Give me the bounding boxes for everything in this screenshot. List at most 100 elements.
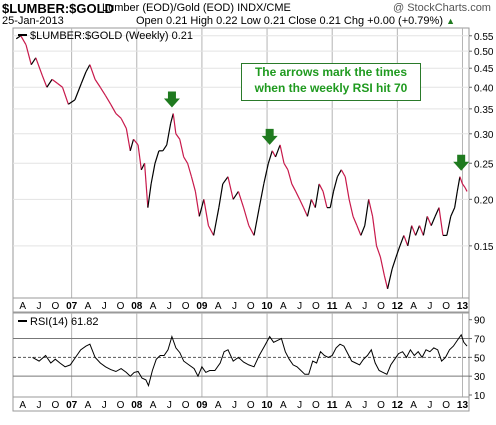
price-segment — [450, 207, 456, 217]
price-segment — [310, 199, 316, 208]
price-segment — [56, 82, 63, 88]
price-segment — [232, 191, 239, 200]
down-arrow-icon — [163, 91, 180, 108]
x-tick-label: A — [19, 301, 26, 312]
price-segment — [227, 176, 234, 200]
x-tick-label: 08 — [131, 400, 143, 411]
price-segment — [314, 183, 320, 208]
x-tick-label: A — [150, 301, 157, 312]
rsi-tick-label: 70 — [474, 335, 486, 346]
price-segment — [74, 83, 82, 101]
price-segment — [386, 268, 393, 289]
annotation-line-1: The arrows mark the times — [254, 65, 408, 79]
price-legend: $LUMBER:$GOLD (Weekly) 0.21 — [18, 30, 193, 42]
price-axis: 0.15 0.20 0.25 0.30 0.35 0.40 0.45 0.50 0.55 — [469, 32, 494, 253]
rsi-legend-text: RSI(14) 61.82 — [30, 316, 98, 328]
price-segment — [274, 144, 281, 158]
x-tick-label: J — [362, 301, 367, 312]
price-segment — [94, 79, 101, 88]
date-axis-top: A J O 07 A J O 08 A J O 09 A J O 10 A J O 11 A J O 12 A J O 13 — [19, 301, 468, 312]
x-tick-label: 10 — [261, 301, 273, 312]
price-segment — [464, 187, 468, 192]
rsi-tick-label: 10 — [474, 391, 486, 402]
price-segment — [218, 183, 224, 208]
price-segment — [356, 225, 362, 236]
down-arrow-icon — [261, 128, 278, 145]
rsi-tick-label: 30 — [474, 372, 486, 383]
rsi-70-arrows — [163, 91, 470, 171]
price-segment — [150, 163, 156, 185]
x-tick-label: J — [427, 400, 432, 411]
x-tick-label: A — [410, 400, 417, 411]
price-tick-label: 0.15 — [474, 242, 494, 253]
down-arrow-icon — [453, 154, 470, 171]
price-segment — [287, 169, 293, 185]
x-tick-label: 13 — [457, 301, 469, 312]
rsi-axis: 10 30 50 70 90 — [469, 316, 486, 402]
price-segment — [25, 44, 32, 65]
price-segment — [456, 176, 461, 192]
x-tick-label: O — [182, 400, 190, 411]
price-segment — [368, 199, 374, 217]
up-arrow-icon: ▲ — [446, 16, 455, 26]
price-legend-text: $LUMBER:$GOLD (Weekly) 0.21 — [30, 30, 193, 42]
price-segment — [279, 144, 285, 164]
price-segment — [391, 256, 397, 270]
price-segment — [426, 216, 432, 226]
price-tick-label: 0.20 — [474, 195, 494, 206]
price-segment — [302, 207, 308, 217]
price-segment — [403, 235, 409, 247]
price-tick-label: 0.55 — [474, 32, 494, 43]
price-segment — [459, 176, 464, 185]
rsi-grid — [13, 313, 469, 397]
price-segment — [291, 183, 297, 192]
price-segment — [434, 207, 440, 217]
annotation-line-2: when the weekly RSI hit 70 — [254, 81, 408, 95]
price-segment — [120, 118, 127, 129]
price-segment — [222, 176, 229, 185]
x-tick-label: O — [312, 400, 320, 411]
x-tick-label: J — [297, 301, 302, 312]
price-tick-label: 0.30 — [474, 130, 494, 141]
x-tick-label: A — [19, 400, 26, 411]
x-tick-label: A — [85, 400, 92, 411]
x-tick-label: J — [102, 301, 107, 312]
price-segment — [395, 245, 401, 258]
rsi-annotation-box: The arrows mark the times when the weekl… — [241, 63, 421, 101]
price-segment — [143, 163, 149, 208]
price-segment — [203, 199, 210, 226]
price-segment — [348, 199, 354, 217]
price-segment — [430, 216, 436, 226]
price-segment — [258, 183, 265, 208]
price-segment — [133, 138, 139, 146]
price-segment — [110, 104, 117, 114]
price-tick-label: 0.50 — [474, 47, 494, 58]
price-segment — [454, 191, 458, 208]
price-segment — [364, 199, 370, 226]
price-segment — [299, 199, 305, 208]
x-tick-label: J — [167, 400, 172, 411]
price-segment — [352, 216, 358, 226]
price-segment — [15, 35, 22, 40]
rsi-series — [32, 333, 468, 388]
price-segment — [129, 139, 135, 151]
rsi-tick-label: 50 — [474, 353, 486, 364]
chart-date: 25-Jan-2013 — [2, 15, 64, 27]
chart-symbol: $LUMBER:$GOLD — [2, 1, 114, 16]
x-tick-label: 13 — [457, 400, 469, 411]
price-segment — [190, 176, 196, 192]
price-segment — [46, 79, 53, 88]
price-segment — [175, 133, 181, 140]
price-segment — [407, 225, 413, 246]
x-tick-label: J — [427, 301, 432, 312]
x-tick-label: J — [297, 400, 302, 411]
price-segment — [340, 169, 346, 178]
price-segment — [115, 113, 122, 119]
x-tick-label: A — [345, 301, 352, 312]
chart-description: Lumber (EOD)/Gold (EOD) INDX/CME — [102, 2, 291, 14]
price-segment — [51, 78, 58, 84]
price-segment — [183, 156, 189, 164]
x-tick-label: 11 — [327, 400, 338, 411]
x-tick-label: O — [117, 400, 125, 411]
x-tick-label: 12 — [392, 301, 404, 312]
